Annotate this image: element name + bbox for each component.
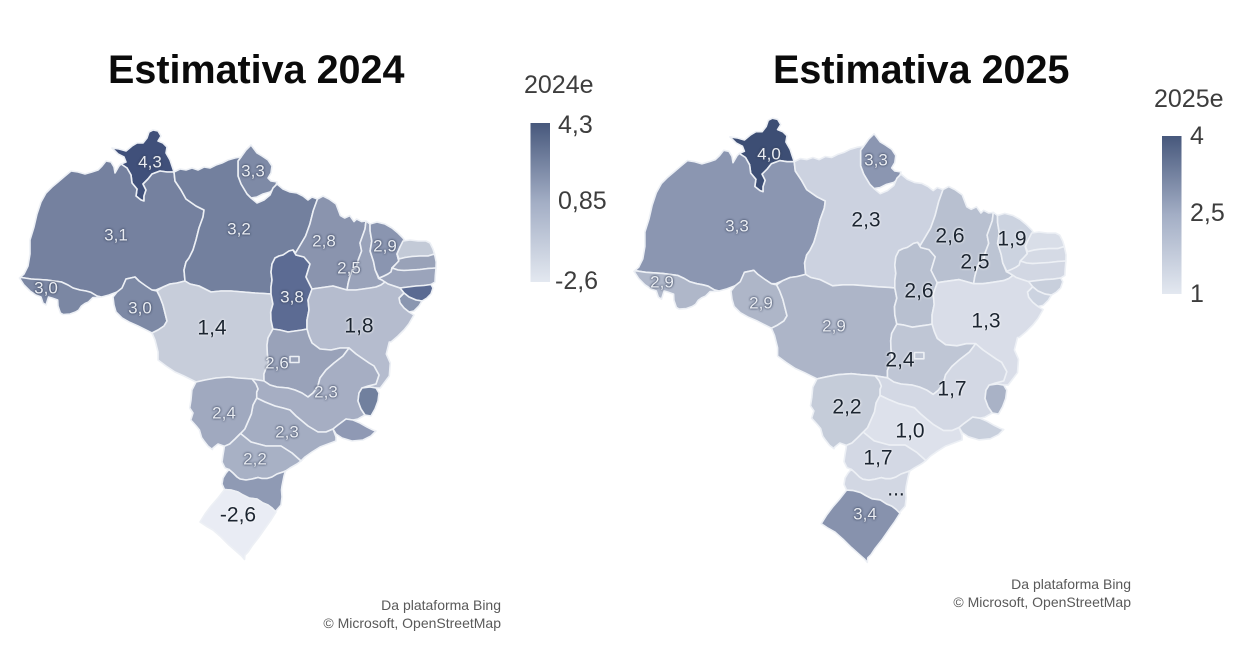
svg-text:2,9: 2,9 bbox=[822, 316, 846, 335]
svg-text:2,5: 2,5 bbox=[960, 251, 989, 274]
svg-text:1,8: 1,8 bbox=[344, 315, 373, 338]
svg-text:2,5: 2,5 bbox=[337, 258, 361, 277]
svg-text:2,3: 2,3 bbox=[314, 382, 338, 401]
svg-text:2,8: 2,8 bbox=[312, 231, 336, 250]
svg-text:3,1: 3,1 bbox=[104, 225, 128, 244]
svg-text:2,4: 2,4 bbox=[885, 349, 915, 372]
svg-text:2,2: 2,2 bbox=[832, 396, 861, 419]
svg-text:2,3: 2,3 bbox=[275, 422, 299, 441]
svg-text:1,7: 1,7 bbox=[863, 447, 892, 470]
svg-text:1,9: 1,9 bbox=[997, 228, 1026, 251]
svg-text:3,4: 3,4 bbox=[853, 504, 877, 523]
svg-text:3,0: 3,0 bbox=[34, 278, 58, 297]
svg-text:3,0: 3,0 bbox=[128, 298, 152, 317]
svg-text:2,9: 2,9 bbox=[650, 272, 674, 291]
svg-text:3,2: 3,2 bbox=[227, 219, 251, 238]
svg-text:3,8: 3,8 bbox=[280, 287, 304, 306]
svg-text:2,6: 2,6 bbox=[935, 225, 964, 248]
svg-text:3,3: 3,3 bbox=[864, 150, 888, 169]
svg-text:2,6: 2,6 bbox=[904, 280, 933, 303]
svg-text:4,3: 4,3 bbox=[138, 152, 162, 171]
svg-text:1,7: 1,7 bbox=[937, 378, 966, 401]
svg-text:2,3: 2,3 bbox=[851, 209, 880, 232]
svg-text:-2,6: -2,6 bbox=[220, 504, 256, 527]
svg-text:1,0: 1,0 bbox=[895, 420, 924, 443]
svg-text:3,3: 3,3 bbox=[725, 216, 749, 235]
svg-text:1,4: 1,4 bbox=[197, 317, 227, 340]
svg-text:2,4: 2,4 bbox=[212, 403, 236, 422]
svg-text:2,6: 2,6 bbox=[265, 353, 289, 372]
svg-text:4,0: 4,0 bbox=[757, 144, 781, 163]
svg-text:...: ... bbox=[887, 478, 905, 501]
svg-text:1,3: 1,3 bbox=[971, 310, 1000, 333]
svg-text:2,2: 2,2 bbox=[243, 449, 267, 468]
svg-text:2,9: 2,9 bbox=[749, 293, 773, 312]
svg-text:2,9: 2,9 bbox=[373, 236, 397, 255]
svg-text:3,3: 3,3 bbox=[241, 161, 265, 180]
